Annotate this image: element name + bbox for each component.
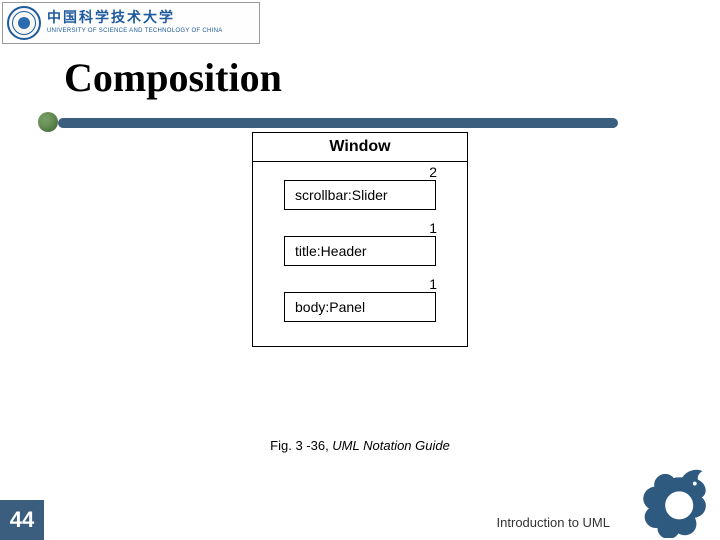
uml-composition-diagram: Window 2 scrollbar:Slider 1 title:Header… <box>252 132 468 347</box>
uml-part-box: scrollbar:Slider <box>284 180 436 210</box>
uml-part-row: 2 scrollbar:Slider <box>265 180 455 210</box>
uml-multiplicity: 2 <box>429 164 437 180</box>
dragon-icon <box>634 468 712 538</box>
title-underline <box>58 118 618 128</box>
figure-caption: Fig. 3 -36, UML Notation Guide <box>0 438 720 453</box>
slide-title: Composition <box>64 54 282 101</box>
logo-emblem-icon <box>7 6 41 40</box>
uml-class-body: 2 scrollbar:Slider 1 title:Header 1 body… <box>253 162 467 346</box>
page-number: 44 <box>0 500 44 540</box>
university-logo: 中国科学技术大学 UNIVERSITY OF SCIENCE AND TECHN… <box>2 2 260 44</box>
uml-part-box: title:Header <box>284 236 436 266</box>
slide: 中国科学技术大学 UNIVERSITY OF SCIENCE AND TECHN… <box>0 0 720 540</box>
uml-part-box: body:Panel <box>284 292 436 322</box>
footer-text: Introduction to UML <box>497 515 610 530</box>
uml-multiplicity: 1 <box>429 276 437 292</box>
logo-en-text: UNIVERSITY OF SCIENCE AND TECHNOLOGY OF … <box>47 28 223 34</box>
logo-cn-text: 中国科学技术大学 <box>47 12 223 26</box>
uml-part-row: 1 body:Panel <box>265 292 455 322</box>
caption-prefix: Fig. 3 -36, <box>270 438 332 453</box>
uml-part-row: 1 title:Header <box>265 236 455 266</box>
uml-multiplicity: 1 <box>429 220 437 236</box>
uml-class-box: Window 2 scrollbar:Slider 1 title:Header… <box>252 132 468 347</box>
uml-class-name: Window <box>253 133 467 162</box>
logo-text: 中国科学技术大学 UNIVERSITY OF SCIENCE AND TECHN… <box>47 12 223 34</box>
bullet-icon <box>38 112 58 132</box>
caption-italic: UML Notation Guide <box>332 438 450 453</box>
